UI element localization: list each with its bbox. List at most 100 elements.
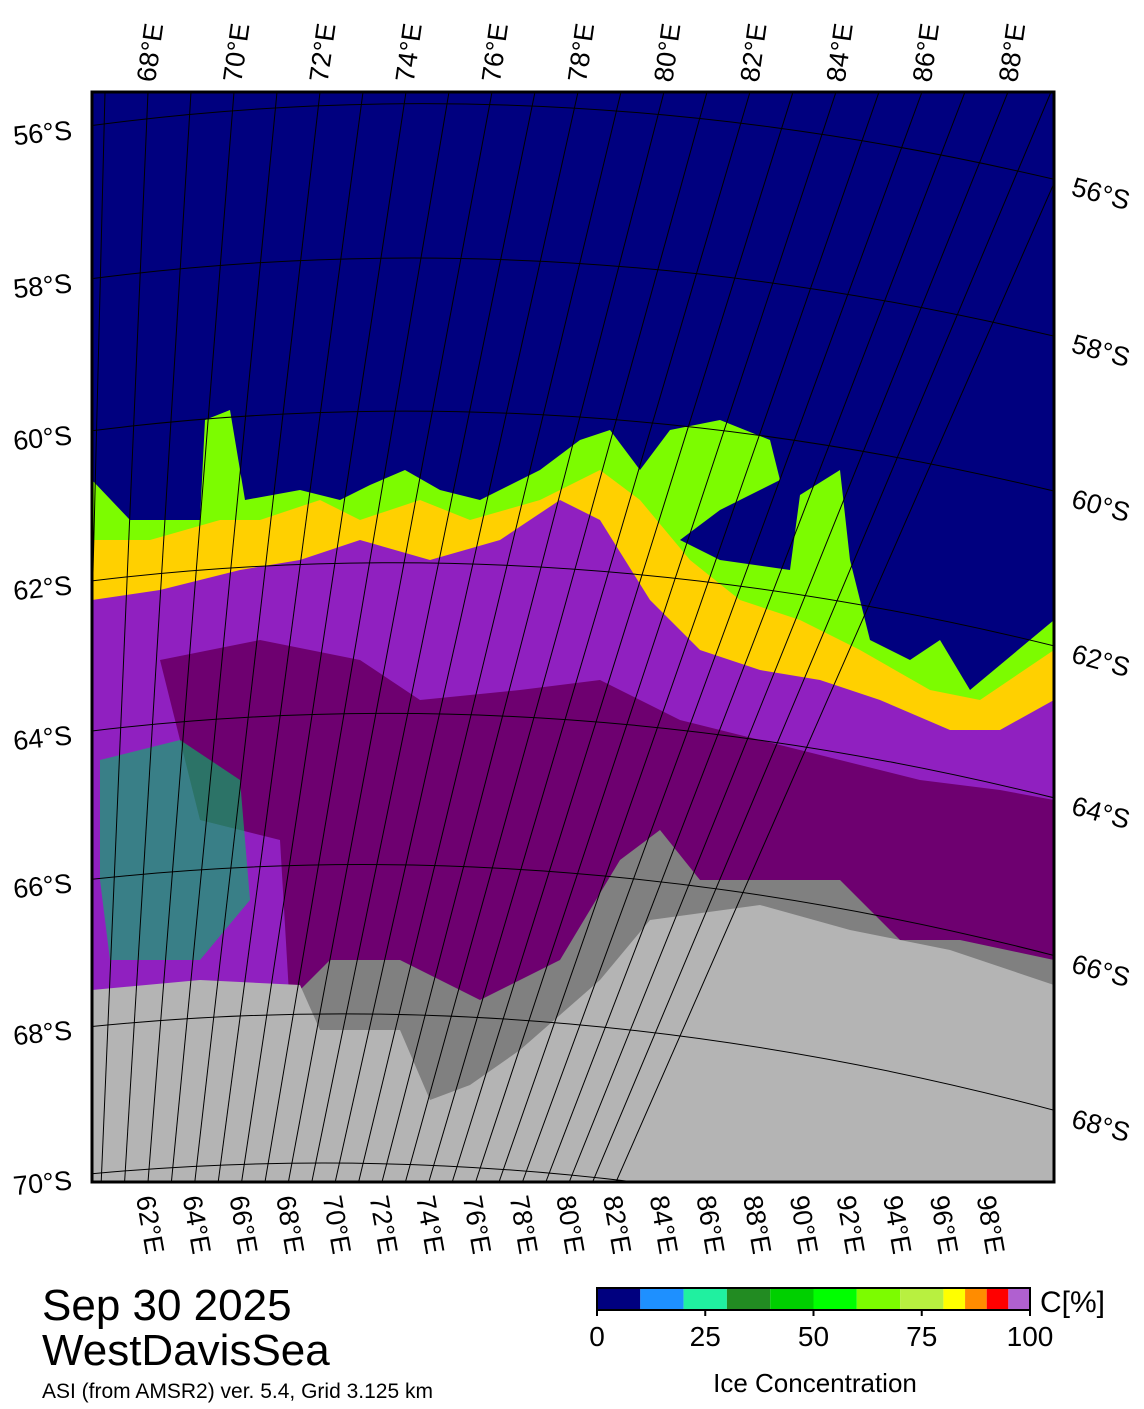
longitude-line	[404, 92, 708, 1182]
colorbar-segment	[1008, 1288, 1030, 1310]
longitude-line	[381, 92, 665, 1182]
right-lat-label: 56°S	[1069, 172, 1134, 216]
right-lat-label: 62°S	[1069, 639, 1134, 683]
top-lon-label: 70°E	[217, 21, 255, 83]
left-lat-label: 66°S	[12, 868, 74, 904]
bottom-lon-label: 78°E	[504, 1193, 544, 1256]
colorbar-title: Ice Concentration	[713, 1368, 917, 1398]
date: Sep 30 2025	[42, 1281, 292, 1330]
left-lat-label: 62°S	[12, 570, 74, 606]
top-lon-label: 86°E	[907, 21, 945, 83]
bottom-lon-label: 98°E	[971, 1193, 1011, 1256]
bottom-lon-label: 76°E	[457, 1193, 497, 1256]
longitude-line	[615, 181, 1054, 1182]
longitude-line	[100, 92, 149, 1182]
latitude-line	[92, 712, 1054, 799]
longitude-line	[287, 92, 493, 1182]
map-area	[92, 92, 1054, 1182]
right-lat-label: 60°S	[1069, 484, 1134, 528]
bottom-lon-label: 74°E	[410, 1193, 450, 1256]
bottom-lon-label: 96°E	[924, 1193, 964, 1256]
graticule	[92, 92, 1054, 1182]
left-lat-label: 56°S	[12, 115, 74, 151]
longitude-line	[170, 92, 278, 1182]
left-lat-label: 60°S	[12, 420, 74, 456]
longitude-line	[194, 92, 321, 1182]
colorbar-tick-label: 100	[1007, 1321, 1054, 1352]
left-lat-label: 68°S	[12, 1015, 74, 1051]
bottom-lon-label: 68°E	[270, 1193, 310, 1256]
colorbar-segment	[640, 1288, 684, 1310]
right-lat-label: 68°S	[1069, 1104, 1134, 1148]
top-lon-label: 72°E	[304, 21, 342, 83]
colorbar-segment	[813, 1288, 857, 1310]
bottom-lon-label: 66°E	[223, 1193, 263, 1256]
bottom-lon-label: 70°E	[317, 1193, 357, 1256]
colorbar-segment	[900, 1288, 944, 1310]
longitude-line	[241, 92, 407, 1182]
bottom-lon-label: 64°E	[177, 1193, 217, 1256]
bottom-lon-label: 62°E	[130, 1193, 170, 1256]
bottom-lon-label: 82°E	[597, 1193, 637, 1256]
right-lat-label: 58°S	[1069, 329, 1134, 373]
top-lon-label: 68°E	[131, 21, 169, 83]
left-lat-label: 70°S	[12, 1165, 74, 1201]
longitude-line	[545, 92, 966, 1182]
bottom-lon-label: 90°E	[784, 1193, 824, 1256]
colorbar-segment	[856, 1288, 901, 1310]
colorbar-tick-label: 75	[906, 1321, 937, 1352]
colorbar-segment	[965, 1288, 987, 1310]
latitude-line	[92, 257, 1054, 337]
longitude-line	[147, 92, 235, 1182]
left-lat-label: 58°S	[12, 268, 74, 304]
bottom-lon-label: 92°E	[831, 1193, 871, 1256]
bottom-lon-label: 86°E	[690, 1193, 730, 1256]
colorbar-segment	[986, 1288, 1009, 1310]
map-frame	[90, 90, 1056, 1184]
latitude-line	[92, 410, 1054, 492]
colorbar-tick-label: 25	[690, 1321, 721, 1352]
latitude-line	[92, 864, 1054, 957]
longitude-line	[428, 92, 751, 1182]
bottom-lon-label: 88°E	[737, 1193, 777, 1256]
bottom-lon-label: 72°E	[364, 1193, 404, 1256]
left-lat-label: 64°S	[12, 720, 74, 756]
colorbar-tick-label: 50	[798, 1321, 829, 1352]
longitude-line	[451, 92, 794, 1182]
right-lat-label: 66°S	[1069, 949, 1134, 993]
top-lon-label: 78°E	[562, 21, 600, 83]
top-lon-label: 74°E	[390, 21, 428, 83]
longitude-line	[521, 92, 923, 1182]
bottom-lon-label: 94°E	[877, 1193, 917, 1256]
longitude-line	[264, 92, 450, 1182]
top-lon-label: 88°E	[993, 21, 1031, 83]
colorbar-segment	[597, 1288, 641, 1310]
longitude-line	[311, 92, 536, 1182]
latitude-line	[92, 1013, 1054, 1111]
top-lon-label: 80°E	[648, 21, 686, 83]
region: WestDavisSea	[42, 1326, 330, 1375]
longitude-line	[498, 92, 880, 1182]
longitude-line	[124, 92, 192, 1182]
colorbar-segment	[943, 1288, 966, 1310]
ice-variable-west	[100, 740, 250, 960]
longitude-line	[568, 92, 1009, 1182]
longitude-line	[475, 92, 837, 1182]
source-note: ASI (from AMSR2) ver. 5.4, Grid 3.125 km	[42, 1380, 433, 1403]
colorbar-segment	[770, 1288, 814, 1310]
latitude-line	[92, 1162, 639, 1182]
bottom-lon-label: 84°E	[644, 1193, 684, 1256]
colorbar-tick-label: 0	[589, 1321, 605, 1352]
longitude-line	[592, 92, 1052, 1182]
top-lon-label: 82°E	[735, 21, 773, 83]
longitude-line	[217, 92, 364, 1182]
top-lon-label: 76°E	[476, 21, 514, 83]
longitude-line	[358, 92, 622, 1182]
colorbar-segment	[683, 1288, 727, 1310]
longitude-line	[92, 92, 106, 633]
colorbar: 0 25 50 75 100	[589, 1287, 1054, 1352]
colorbar-segment	[726, 1288, 771, 1310]
top-lon-label: 84°E	[821, 21, 859, 83]
latitude-line	[92, 103, 1054, 180]
